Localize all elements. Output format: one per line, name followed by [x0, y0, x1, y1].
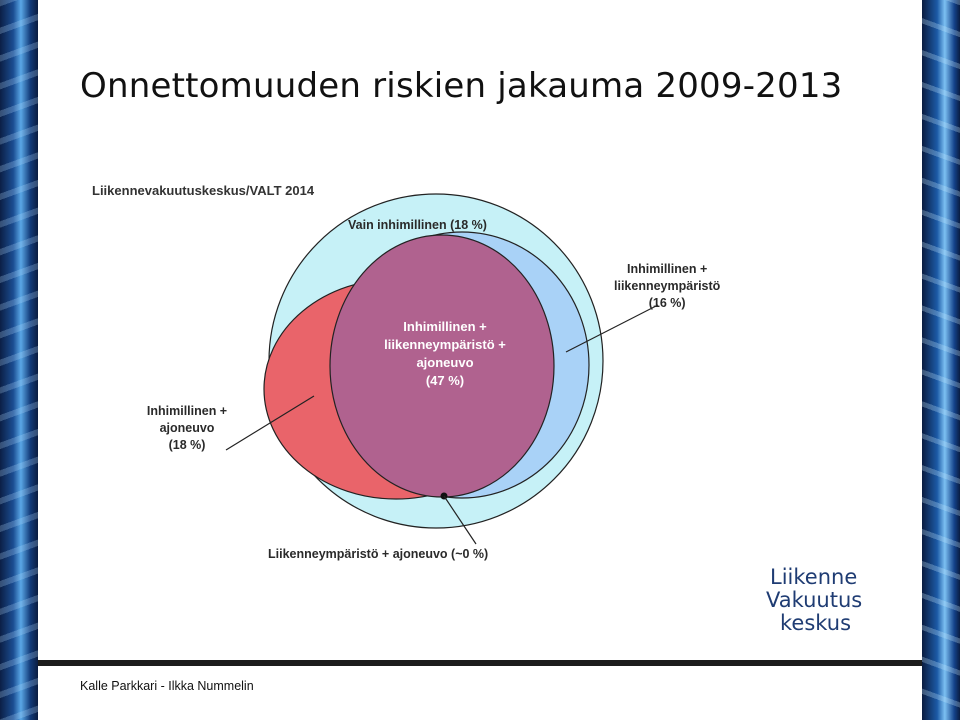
label-only-human: Vain inhimillinen (18 %) [348, 218, 487, 232]
leader-line-bottom [443, 495, 477, 545]
label-environment-vehicle: Liikenneympäristö + ajoneuvo (~0 %) [268, 547, 489, 561]
logo-line: Liikenne [770, 565, 858, 589]
label-line: (47 %) [425, 373, 465, 388]
label-line: Inhimillinen + [627, 262, 708, 276]
label-line: ajoneuvo [159, 421, 215, 435]
label-human-vehicle: Inhimillinen + ajoneuvo (18 %) [128, 403, 246, 454]
footer-divider [38, 660, 922, 666]
label-line: Inhimillinen + [403, 319, 487, 334]
label-line: ajoneuvo [416, 355, 474, 370]
footer-area [38, 666, 922, 720]
label-line: (18 %) [168, 438, 206, 452]
background-right-strip [922, 0, 960, 720]
logo-line: Vakuutus [766, 588, 863, 612]
source-label: Liikennevakuutuskeskus/VALT 2014 [92, 183, 315, 198]
label-line: liikenneympäristö + [384, 337, 506, 352]
logo-line: keskus [780, 611, 852, 635]
label-line: liikenneympäristö [614, 279, 721, 293]
leader-line-right [565, 304, 659, 353]
label-line: (16 %) [648, 296, 686, 310]
background-left-strip [0, 0, 38, 720]
label-line: Inhimillinen + [146, 404, 228, 418]
leader-line-left [225, 395, 315, 451]
slide-title: Onnettomuuden riskien jakauma 2009-2013 [80, 66, 843, 106]
liikennevakuutuskeskus-logo: Liikenne Vakuutus keskus [766, 566, 862, 635]
footer-authors: Kalle Parkkari - Ilkka Nummelin [80, 679, 254, 693]
label-all-three: Inhimillinen + liikenneympäristö + ajone… [370, 318, 520, 390]
label-human-environment: Inhimillinen + liikenneympäristö (16 %) [614, 261, 720, 312]
